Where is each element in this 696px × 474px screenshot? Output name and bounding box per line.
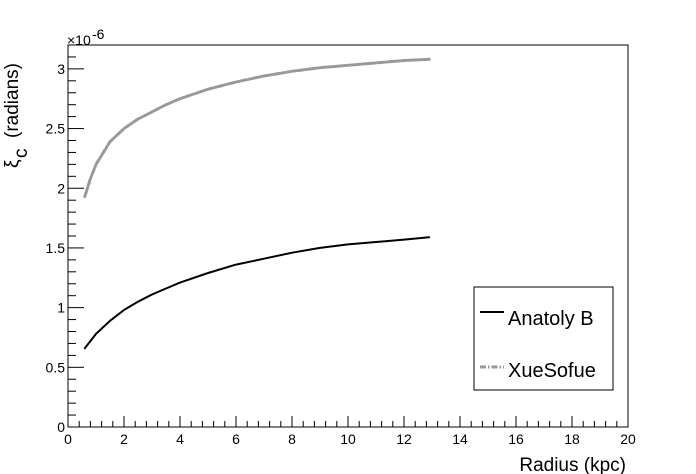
x-tick-label: 6 <box>232 431 240 447</box>
y-axis-title-unit: (radians) <box>2 63 23 138</box>
x-tick-label: 14 <box>452 431 468 447</box>
x-tick-label: 12 <box>396 431 412 447</box>
x-tick-label: 4 <box>176 431 184 447</box>
y-tick-label: 0.5 <box>46 359 66 375</box>
y-tick-label: 2.5 <box>46 121 66 137</box>
legend-label-anatoly-b: Anatoly B <box>508 308 594 330</box>
x-tick-label: 18 <box>564 431 580 447</box>
legend-box <box>473 286 614 391</box>
y-tick-label: 1 <box>57 300 65 316</box>
x-tick-label: 16 <box>508 431 524 447</box>
y-axis: 0 0.5 1 1.5 2 2.5 3 <box>46 44 84 435</box>
x-tick-label: 0 <box>64 431 72 447</box>
x-tick-label: 8 <box>288 431 296 447</box>
x-axis: 0 2 4 6 8 10 12 14 16 18 20 <box>64 416 636 447</box>
y-axis-title-subscript: c <box>11 149 32 159</box>
y-tick-label: 1.5 <box>46 240 66 256</box>
x-tick-label: 10 <box>340 431 356 447</box>
legend: Anatoly B XueSofue <box>473 286 614 391</box>
x-axis-title: Radius (kpc) <box>519 455 626 474</box>
y-axis-title: ξ c (radians) <box>2 63 32 168</box>
y-tick-label: 0 <box>57 419 65 435</box>
series-layer <box>83 57 431 350</box>
y-exponent: -6 <box>92 26 105 42</box>
x-tick-label: 2 <box>120 431 128 447</box>
y-exponent-prefix: ×10 <box>67 32 91 48</box>
series-line-xuesofue <box>83 57 431 199</box>
x-tick-label: 20 <box>620 431 636 447</box>
y-tick-label: 2 <box>57 180 65 196</box>
y-axis-title-symbol: ξ <box>2 159 23 168</box>
series-line-anatoly-b <box>83 236 431 350</box>
y-tick-label: 3 <box>57 61 65 77</box>
legend-label-xuesofue: XueSofue <box>508 360 596 382</box>
